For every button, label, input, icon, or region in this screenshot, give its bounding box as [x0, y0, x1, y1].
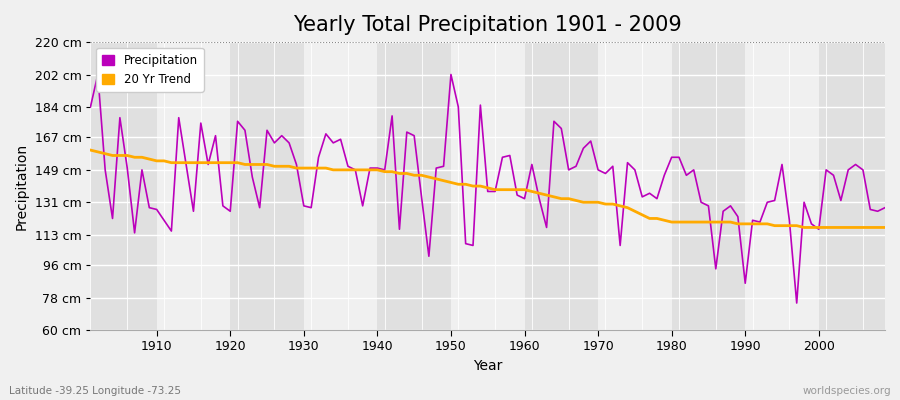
Bar: [157, 42, 230, 330]
Text: worldspecies.org: worldspecies.org: [803, 386, 891, 396]
Legend: Precipitation, 20 Yr Trend: Precipitation, 20 Yr Trend: [96, 48, 203, 92]
Bar: [83, 42, 157, 330]
X-axis label: Year: Year: [473, 359, 502, 373]
Bar: [745, 42, 819, 330]
Bar: [598, 42, 671, 330]
Bar: [304, 42, 377, 330]
Bar: [377, 42, 451, 330]
Bar: [671, 42, 745, 330]
Bar: [525, 42, 598, 330]
Bar: [451, 42, 525, 330]
Bar: [230, 42, 304, 330]
Text: Latitude -39.25 Longitude -73.25: Latitude -39.25 Longitude -73.25: [9, 386, 181, 396]
Y-axis label: Precipitation: Precipitation: [15, 142, 29, 230]
Title: Yearly Total Precipitation 1901 - 2009: Yearly Total Precipitation 1901 - 2009: [293, 15, 682, 35]
Bar: [819, 42, 893, 330]
